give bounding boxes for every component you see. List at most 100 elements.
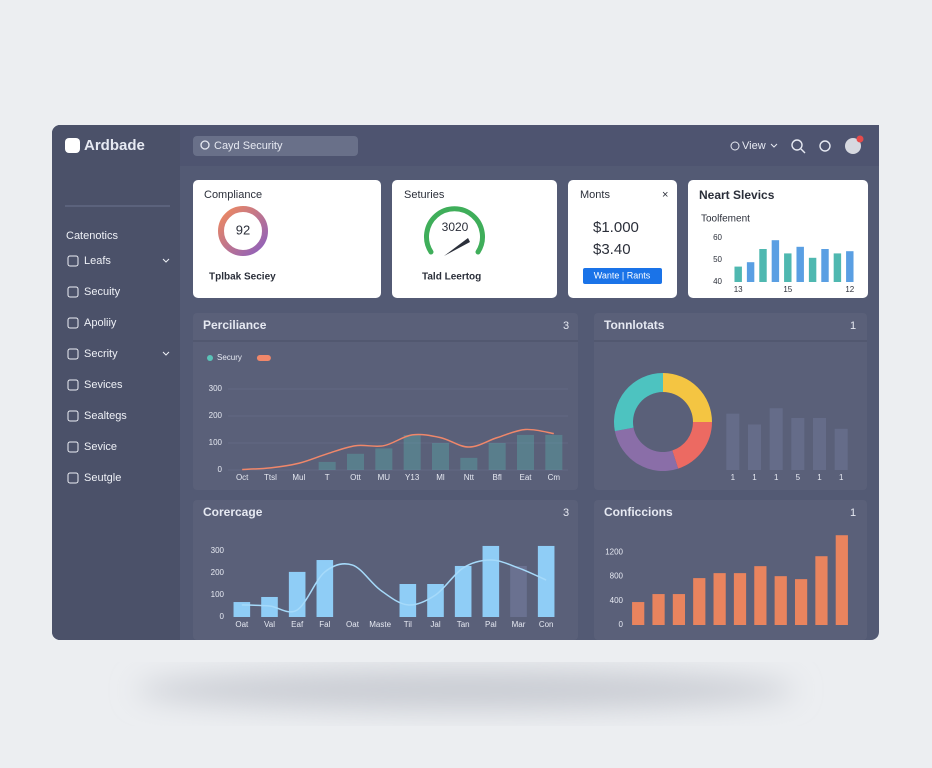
- x-tick-label: Oat: [346, 620, 360, 629]
- panel-menu[interactable]: 3: [563, 320, 569, 332]
- y-tick-label: 200: [211, 568, 225, 577]
- sidebar-item[interactable]: Secrity: [84, 348, 118, 360]
- x-tick-label: Ttsl: [264, 473, 277, 482]
- search-text[interactable]: Cayd Security: [214, 140, 283, 152]
- x-tick-label: Eaf: [291, 620, 304, 629]
- bar: [510, 565, 527, 617]
- bar: [261, 596, 278, 617]
- item-icon: [67, 255, 79, 267]
- item-icon: [67, 441, 79, 453]
- line: [241, 559, 547, 613]
- sidebar-heading: Catenotics: [66, 230, 118, 242]
- y-tick-label: 300: [209, 384, 223, 393]
- chart-subtitle: Toolfement: [701, 214, 750, 225]
- y-tick-label: 400: [610, 596, 624, 605]
- bar: [815, 556, 828, 625]
- bar: [835, 535, 848, 625]
- close-button[interactable]: ×: [662, 189, 668, 201]
- x-tick-label: Tan: [457, 620, 470, 629]
- item-icon: [67, 410, 79, 422]
- chevron: [770, 143, 778, 148]
- brand: Ardbade: [84, 137, 145, 154]
- x-tick-label: Cm: [548, 473, 561, 482]
- x-tick-label: 13: [734, 285, 743, 294]
- search-button[interactable]: [791, 139, 803, 151]
- sidebar-item[interactable]: Sevice: [84, 441, 117, 453]
- y-tick-label: 40: [713, 277, 722, 286]
- sidebar-item[interactable]: Seutgle: [84, 472, 121, 484]
- y-tick-label: 800: [610, 572, 624, 581]
- panel-menu[interactable]: 1: [850, 320, 856, 332]
- x-tick-label: Ntt: [464, 473, 475, 482]
- card-title: Monts: [580, 189, 610, 201]
- x-tick-label: 1: [774, 473, 779, 482]
- y-tick-label: 100: [211, 590, 225, 599]
- x-tick-label: Jal: [430, 620, 440, 629]
- bar: [791, 418, 805, 470]
- bar: [771, 240, 780, 282]
- sidebar-item[interactable]: Leafs: [84, 255, 111, 267]
- x-tick-label: Til: [404, 620, 412, 629]
- pie-slice: [672, 422, 712, 469]
- bar: [347, 453, 364, 470]
- bar: [813, 418, 826, 470]
- card-caption: Tald Leertog: [422, 272, 481, 283]
- x-tick-label: 1: [731, 473, 736, 482]
- legend-marker: [256, 355, 271, 361]
- bar: [821, 249, 829, 282]
- y-tick-label: 300: [211, 546, 225, 555]
- x-tick-label: 1: [817, 473, 822, 482]
- legend-label: Secury: [217, 353, 242, 362]
- bar: [460, 457, 478, 470]
- sidebar-item[interactable]: Sealtegs: [84, 410, 127, 422]
- bar: [652, 594, 665, 625]
- amount: $3.40: [593, 241, 631, 258]
- y-tick-label: 0: [218, 465, 223, 474]
- line: [242, 428, 554, 471]
- amount: $1.000: [593, 219, 639, 236]
- avatar[interactable]: [845, 138, 861, 154]
- sidebar-item[interactable]: Secuity: [84, 286, 121, 298]
- chart-title: Perciliance: [203, 318, 267, 332]
- x-tick-label: Ml: [436, 473, 445, 482]
- x-tick-label: Val: [264, 620, 275, 629]
- sidebar-item[interactable]: Sevices: [84, 379, 123, 391]
- sidebar-item[interactable]: Apoliiy: [84, 317, 117, 329]
- bar: [769, 408, 783, 470]
- x-tick-label: Ott: [350, 473, 361, 482]
- bar: [794, 579, 808, 625]
- bar: [748, 424, 761, 470]
- x-tick-label: Oct: [236, 473, 249, 482]
- chart-title: Corercage: [203, 505, 263, 519]
- panel-menu[interactable]: 3: [563, 507, 569, 519]
- legend-marker: [207, 355, 213, 361]
- gauge-needle: [444, 238, 470, 256]
- shadow: [136, 670, 796, 710]
- bar: [774, 576, 787, 625]
- bar: [537, 545, 555, 617]
- y-tick-label: 100: [209, 438, 223, 447]
- search-box[interactable]: [193, 136, 358, 156]
- card-title: Compliance: [204, 189, 262, 201]
- y-tick-label: 0: [220, 612, 225, 621]
- button-label[interactable]: Wante | Rants: [594, 270, 651, 280]
- y-tick-label: 0: [619, 620, 624, 629]
- chart-title: Neart Slevics: [699, 188, 775, 202]
- bar: [482, 545, 500, 617]
- x-tick-label: 1: [839, 473, 844, 482]
- x-tick-label: 12: [845, 285, 854, 294]
- bar: [808, 257, 817, 282]
- bar: [375, 448, 393, 470]
- x-tick-label: T: [325, 473, 330, 482]
- donut-ring: [218, 206, 268, 256]
- gauge: [424, 206, 485, 255]
- card-value: 3020: [442, 220, 469, 234]
- panel-menu[interactable]: 1: [850, 507, 856, 519]
- bar: [316, 560, 334, 617]
- x-tick-label: Maste: [369, 620, 391, 629]
- view-menu[interactable]: View: [742, 140, 766, 152]
- bar: [672, 594, 686, 625]
- button[interactable]: [583, 268, 662, 284]
- card: [392, 180, 557, 298]
- refresh-button[interactable]: [819, 140, 831, 152]
